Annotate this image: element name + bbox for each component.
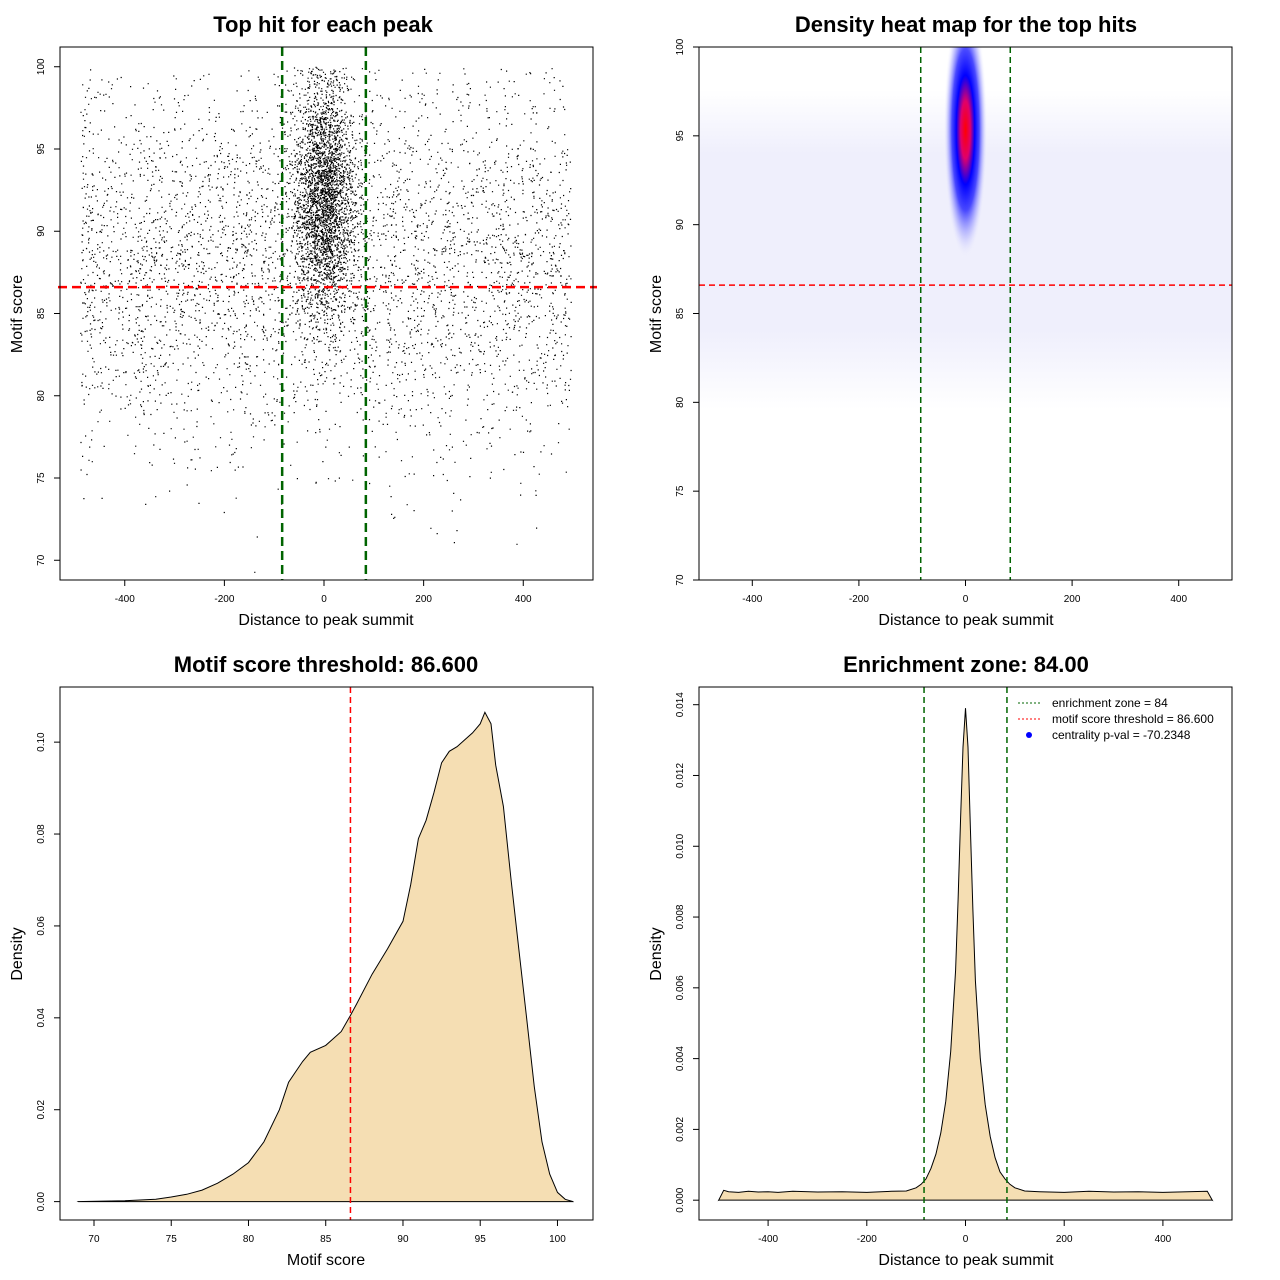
distance-y-axis: 0.000 0.002 0.004 0.006 0.008 0.010 0.012 0.014 [675,692,699,1213]
y-tick-label: 0.006 [675,975,686,1000]
distance-density-title: Enrichment zone: 84.00 [843,652,1089,677]
y-tick-label: 0.00 [36,1191,47,1211]
y-tick-label: 80 [675,396,686,408]
y-tick-label: 85 [36,308,47,320]
heatmap-x-axis-label: Distance to peak summit [878,612,1054,629]
y-tick-label: 0.004 [675,1046,686,1071]
legend-centrality-dot [1026,732,1032,738]
panel-distance-density: Enrichment zone: 84.00 -400 -200 0 200 400 0… [648,652,1233,1269]
y-tick-label: 75 [675,485,686,497]
x-tick-label: 400 [1170,594,1187,605]
y-tick-label: 0.012 [675,763,686,788]
x-tick-label: -200 [857,1234,877,1245]
legend-item-centrality: centrality p-val = -70.2348 [1026,728,1191,742]
y-tick-label: 0.06 [36,916,47,936]
x-tick-label: 200 [415,594,432,605]
scatter-y-axis: 70 75 80 85 90 95 100 [36,58,60,566]
x-tick-label: 100 [549,1234,566,1245]
x-tick-label: 75 [166,1234,178,1245]
scatter-x-axis: -400 -200 0 200 400 [115,580,532,605]
y-tick-label: 95 [36,143,47,155]
x-tick-label: 0 [963,1234,969,1245]
y-tick-label: 85 [675,308,686,320]
legend-label-enrichment-zone: enrichment zone = 84 [1052,696,1168,710]
x-tick-label: 70 [88,1234,100,1245]
y-tick-label: 0.000 [675,1187,686,1212]
y-tick-label: 70 [675,574,686,586]
panel-heatmap: Density heat map for the top hits -400 -2… [648,12,1233,629]
x-tick-label: 95 [475,1234,487,1245]
score-y-axis-label: Density [9,927,26,980]
y-tick-label: 75 [36,472,47,484]
distance-density-curve [717,708,1214,1202]
y-tick-label: 90 [36,225,47,237]
y-tick-label: 0.010 [675,833,686,858]
heatmap-x-axis: -400 -200 0 200 400 [742,580,1187,605]
enrichment-zone-lines [923,687,1008,1220]
y-tick-label: 0.014 [675,692,686,717]
heatmap-reference-lines [699,47,1232,580]
y-tick-label: 100 [675,38,686,55]
score-x-axis: 70 75 80 85 90 95 100 [88,1220,566,1245]
score-y-axis: 0.00 0.02 0.04 0.06 0.08 0.10 [36,732,60,1211]
score-density-curve [78,711,574,1203]
x-tick-label: -200 [214,594,234,605]
x-tick-label: 0 [963,594,969,605]
x-tick-label: 80 [243,1234,255,1245]
x-tick-label: 85 [320,1234,332,1245]
scatter-y-axis-label: Motif score [9,275,26,353]
score-x-axis-label: Motif score [287,1252,365,1269]
heatmap-title: Density heat map for the top hits [795,12,1137,37]
distance-y-axis-label: Density [648,927,665,980]
y-tick-label: 0.008 [675,904,686,929]
distance-x-axis: -400 -200 0 200 400 [758,1220,1172,1245]
x-tick-label: -200 [849,594,869,605]
scatter-point-cloud [80,66,572,573]
score-plot-frame [59,686,594,1221]
x-tick-label: 0 [321,594,327,605]
y-tick-label: 80 [36,390,47,402]
score-density-title: Motif score threshold: 86.600 [174,652,478,677]
heatmap-y-axis: 70 75 80 85 90 95 100 [675,38,699,586]
x-tick-label: -400 [758,1234,778,1245]
y-tick-label: 90 [675,219,686,231]
panel-scatter: Top hit for each peak -400 -200 0 200 400 70… [9,12,597,629]
x-tick-label: 200 [1056,1234,1073,1245]
heatmap-y-axis-label: Motif score [648,275,665,353]
y-tick-label: 0.02 [36,1100,47,1120]
scatter-title: Top hit for each peak [213,12,433,37]
x-tick-label: 200 [1064,594,1081,605]
y-tick-label: 100 [36,58,47,75]
x-tick-label: 400 [1155,1234,1172,1245]
y-tick-label: 0.002 [675,1116,686,1141]
legend-label-centrality: centrality p-val = -70.2348 [1052,728,1191,742]
x-tick-label: -400 [742,594,762,605]
panel-score-density: Motif score threshold: 86.600 70 75 80 85 90… [9,652,594,1269]
x-tick-label: 90 [397,1234,409,1245]
x-tick-label: 400 [515,594,532,605]
scatter-points [80,66,572,573]
legend-label-threshold: motif score threshold = 86.600 [1052,712,1214,726]
legend-item-threshold: motif score threshold = 86.600 [1018,712,1214,726]
legend-item-enrichment-zone: enrichment zone = 84 [1018,696,1168,710]
scatter-reference-lines [58,47,597,580]
y-tick-label: 0.10 [36,732,47,752]
distance-x-axis-label: Distance to peak summit [878,1252,1054,1269]
heatmap-hotspot [943,47,988,260]
heatmap-surface [699,47,1232,580]
x-tick-label: -400 [115,594,135,605]
y-tick-label: 0.08 [36,824,47,844]
scatter-x-axis-label: Distance to peak summit [238,612,414,629]
legend: enrichment zone = 84 motif score thresho… [1018,696,1214,742]
y-tick-label: 95 [675,130,686,142]
y-tick-label: 70 [36,554,47,566]
y-tick-label: 0.04 [36,1008,47,1028]
